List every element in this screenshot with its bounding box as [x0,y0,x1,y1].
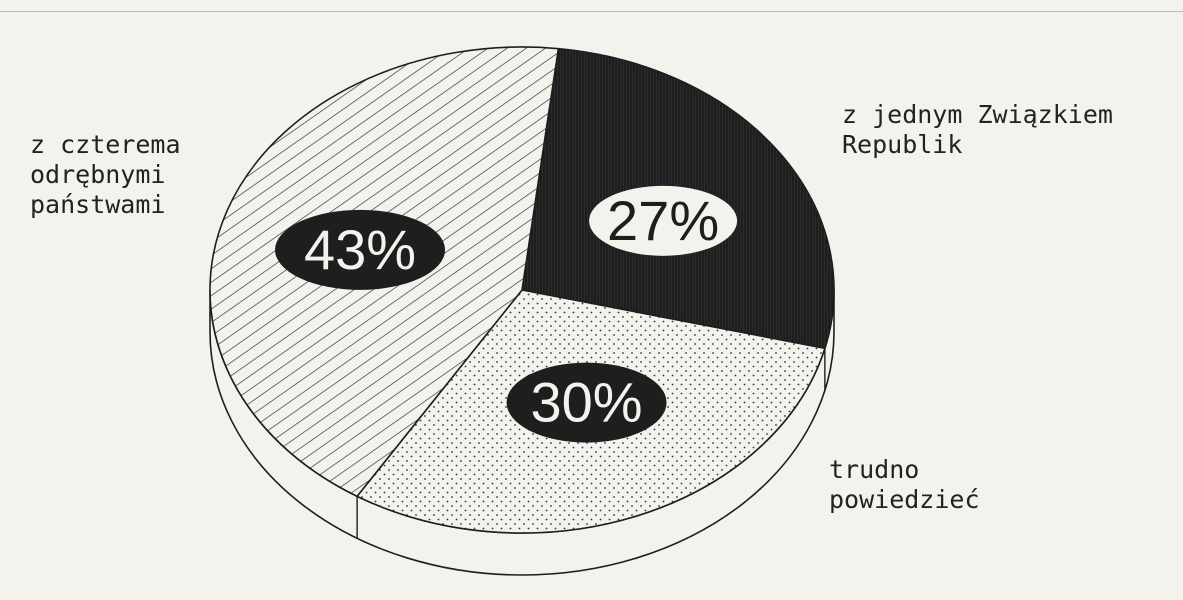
slice-label-line: państwami [30,190,166,219]
value-label-oval [275,209,446,290]
slice-label-panstwa: z czterema odrębnymi państwami [30,130,181,220]
slice-label-line: powiedzieć [829,485,980,514]
value-label: 27% [607,189,719,252]
value-label: 30% [531,371,643,434]
value-label-oval [506,362,667,443]
value-label-oval [589,185,738,256]
slice-label-trudno: trudno powiedzieć [829,455,980,515]
slice-label-line: trudno [829,455,920,484]
slice-label-line: z czterema [30,130,181,159]
slice-label-line: z jednym Związkiem [842,100,1113,129]
value-label: 43% [304,218,416,281]
pie-slices [209,46,835,534]
pie-value-labels: 27% 30% 43% [275,185,738,443]
slice-label-line: Republik [842,130,963,159]
slice-label-line: odrębnymi [30,160,166,189]
top-divider [0,11,1183,12]
slice-label-republik: z jednym Związkiem Republik [842,100,1113,160]
